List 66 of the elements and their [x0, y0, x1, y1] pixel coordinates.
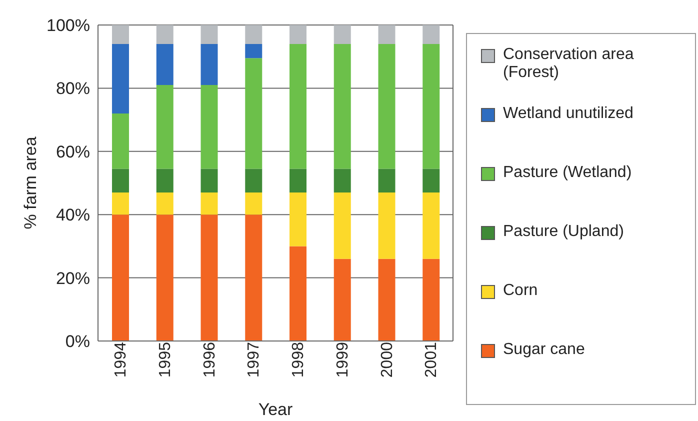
- bar: [200, 44, 218, 86]
- legend-label: Wetland unutilized: [503, 105, 634, 123]
- x-tick-label: 2001: [423, 342, 440, 378]
- bar: [200, 192, 218, 215]
- bar: [156, 44, 174, 86]
- bar: [422, 25, 440, 44]
- bar: [156, 168, 174, 192]
- bar: [334, 168, 351, 192]
- y-tick-label: 80%: [56, 79, 90, 98]
- bar: [334, 25, 351, 44]
- bar: [245, 25, 262, 44]
- bar: [422, 192, 440, 259]
- y-axis-title: % farm area: [21, 136, 40, 230]
- bar: [200, 214, 218, 341]
- bar: [156, 85, 174, 169]
- bar: [290, 25, 306, 44]
- bar: [200, 25, 218, 44]
- bar: [334, 192, 351, 259]
- x-tick-label: 1998: [290, 342, 308, 378]
- legend-label: Pasture (Wetland): [503, 164, 633, 182]
- bar: [245, 44, 262, 58]
- legend-label: Conservation area (Forest): [503, 46, 635, 82]
- bar: [378, 192, 396, 259]
- legend-label: Corn: [503, 282, 539, 300]
- bar: [112, 44, 129, 114]
- x-tick-label: 1994: [112, 342, 130, 378]
- bar: [245, 192, 262, 215]
- bar: [290, 246, 306, 341]
- bar: [200, 168, 218, 192]
- x-tick-label: 1999: [334, 342, 352, 378]
- x-tick-label: 1996: [201, 342, 218, 378]
- bar: [245, 214, 262, 341]
- bar: [422, 44, 440, 169]
- bar: [112, 25, 129, 44]
- y-tick-label: 100%: [46, 16, 90, 36]
- y-tick-label: 0%: [65, 332, 90, 352]
- bar: [378, 44, 396, 169]
- bar: [422, 258, 440, 341]
- bar: [200, 85, 218, 169]
- y-tick-label: 20%: [56, 268, 90, 288]
- bar: [156, 214, 174, 341]
- x-tick-label: 1995: [156, 342, 174, 378]
- bar: [422, 168, 440, 192]
- bar: [156, 192, 174, 215]
- bar: [112, 113, 129, 169]
- x-tick-label: 2000: [378, 342, 396, 378]
- bar: [378, 25, 396, 44]
- y-tick-label: 60%: [56, 142, 90, 162]
- bar: [290, 44, 306, 169]
- y-tick-label: 40%: [56, 206, 90, 225]
- bar: [290, 168, 306, 192]
- bar: [378, 258, 396, 341]
- bar: [245, 168, 262, 192]
- legend-label: Pasture (Upland): [503, 223, 625, 241]
- bar: [156, 25, 174, 44]
- legend-label: Sugar cane: [503, 341, 586, 359]
- bar: [290, 192, 306, 246]
- bar: [112, 192, 129, 215]
- bar: [245, 58, 262, 169]
- bar: [112, 214, 129, 341]
- bar: [112, 168, 129, 192]
- x-axis-title: Year: [258, 400, 294, 419]
- bar: [334, 44, 351, 169]
- x-tick-label: 1997: [246, 342, 263, 378]
- bar: [378, 168, 396, 192]
- bar: [334, 258, 351, 341]
